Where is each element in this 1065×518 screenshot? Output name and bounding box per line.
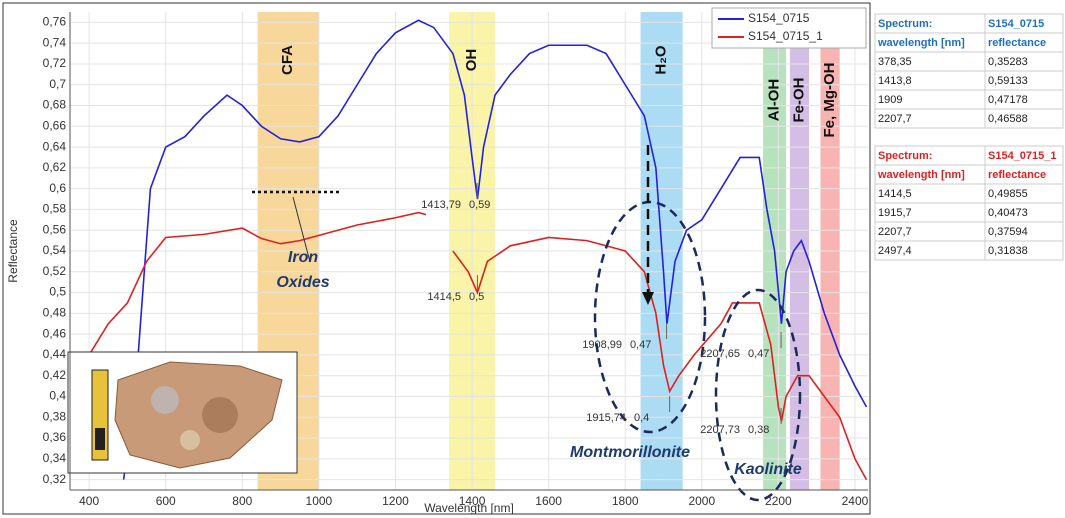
table-text: wavelength [nm] (877, 169, 965, 181)
y-tick-label: 0,44 (43, 347, 67, 361)
x-tick-label: 1800 (612, 494, 639, 508)
y-tick-label: 0,76 (43, 15, 67, 29)
annotation: Oxides (276, 274, 329, 291)
table-cell (984, 108, 1064, 129)
x-tick-label: 2200 (765, 494, 792, 508)
point-label: 2207,73 (700, 424, 740, 436)
table-text: S154_0715 (988, 18, 1044, 30)
x-tick-label: 2400 (842, 494, 869, 508)
x-tick-label: 800 (232, 494, 252, 508)
point-label: 0,4 (634, 412, 649, 424)
band-label: H₂O (653, 45, 670, 74)
table-text: S154_0715_1 (988, 150, 1057, 162)
table-text: 0,37594 (988, 226, 1028, 238)
table-text: reflectance (988, 37, 1046, 49)
point-label: 2207,65 (700, 348, 740, 360)
x-tick-label: 400 (79, 494, 99, 508)
x-tick-label: 600 (156, 494, 176, 508)
y-tick-label: 0,36 (43, 430, 67, 444)
x-tick-label: 2000 (688, 494, 715, 508)
table-text: 1915,7 (878, 207, 912, 219)
y-tick-label: 0,56 (43, 222, 67, 236)
table-text: 2207,7 (878, 226, 912, 238)
y-tick-label: 0,62 (43, 160, 67, 174)
y-tick-label: 0,68 (43, 98, 67, 112)
y-tick-label: 0,7 (49, 77, 66, 91)
inset-photo (67, 351, 298, 474)
x-tick-label: 1400 (459, 494, 486, 508)
band-label: Al-OH (766, 79, 783, 122)
arrow-head (642, 292, 654, 305)
y-tick-label: 0,58 (43, 202, 67, 216)
y-tick-label: 0,34 (43, 451, 67, 465)
legend (711, 7, 867, 49)
arrow (292, 196, 311, 263)
y-tick-label: 0,64 (43, 139, 67, 153)
annotation: Kaolinite (734, 461, 802, 478)
y-tick-label: 0,48 (43, 306, 67, 320)
table-text: 0,59133 (988, 75, 1028, 87)
table-text: Spectrum: (878, 18, 932, 30)
table-text: 0,40473 (988, 207, 1028, 219)
y-axis-label: Reflectance (6, 219, 20, 283)
table-text: 1909 (878, 94, 902, 106)
point-label: 0,59 (469, 199, 490, 211)
band-label: CFA (279, 45, 296, 75)
ellipses (593, 200, 802, 502)
y-tick-label: 0,46 (43, 326, 67, 340)
y-tick-label: 0,42 (43, 368, 67, 382)
annotation: Montmorillonite (570, 444, 690, 461)
y-tick-label: 0,54 (43, 243, 67, 257)
table-text: 0,31838 (988, 245, 1028, 257)
point-label: 0,47 (748, 348, 769, 360)
x-tick-label: 1000 (306, 494, 333, 508)
y-tick-label: 0,74 (43, 35, 67, 49)
annotation: Iron (288, 249, 318, 266)
point-label: 0,47 (630, 339, 651, 351)
y-tick-label: 0,32 (43, 472, 67, 486)
series-line (69, 211, 427, 418)
y-tick-label: 0,6 (49, 181, 66, 195)
table-text: 0,47178 (988, 94, 1028, 106)
band-label: Fe-OH (790, 78, 807, 123)
legend-label: S154_0715 (748, 11, 810, 25)
table-text: 0,49855 (988, 188, 1028, 200)
table-text: 2207,7 (878, 113, 912, 125)
point-label: 0,38 (748, 424, 769, 436)
table-text: 1413,8 (878, 75, 912, 87)
series-line (452, 236, 868, 480)
point-label: 1414,5 (427, 291, 461, 303)
y-tick-label: 0,4 (49, 389, 66, 403)
table-text: wavelength [nm] (877, 37, 965, 49)
table-text: 1414,5 (878, 188, 912, 200)
x-tick-label: 1600 (535, 494, 562, 508)
table-text: 0,35283 (988, 56, 1028, 68)
table-text: Spectrum: (878, 150, 932, 162)
table-text: 0,46588 (988, 113, 1028, 125)
y-tick-label: 0,5 (49, 285, 66, 299)
y-tick-label: 0,72 (43, 56, 67, 70)
table-text: 2497,4 (878, 245, 912, 257)
table-cell (984, 240, 1064, 261)
point-label: 1915,74 (586, 412, 626, 424)
legend-label: S154_0715_1 (748, 29, 823, 43)
point-label: 1908,99 (582, 339, 622, 351)
y-tick-label: 0,66 (43, 118, 67, 132)
band-label: OH (463, 49, 480, 72)
x-tick-label: 1200 (382, 494, 409, 508)
y-tick-label: 0,38 (43, 409, 67, 423)
frame (2, 2, 871, 515)
table-text: 378,35 (878, 56, 912, 68)
point-label: 0,5 (469, 291, 484, 303)
band-label: Fe, Mg-OH (821, 63, 838, 138)
x-axis-label: Wavelength [nm] (424, 501, 514, 515)
series-line (122, 19, 868, 480)
table-text: reflectance (988, 169, 1046, 181)
point-label: 1413,79 (421, 199, 461, 211)
y-tick-label: 0,52 (43, 264, 67, 278)
